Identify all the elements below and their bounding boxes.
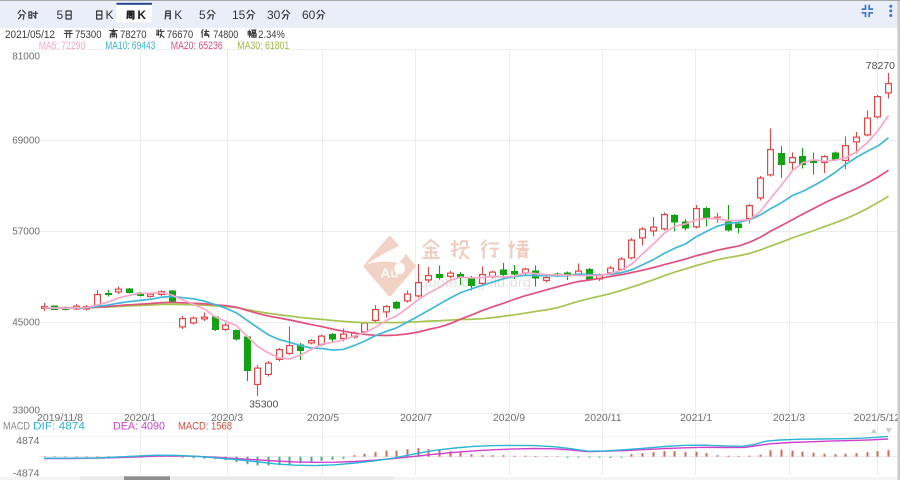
svg-text:35300: 35300	[249, 398, 278, 410]
svg-text:57000: 57000	[12, 227, 40, 238]
svg-text:2020/5: 2020/5	[307, 412, 339, 424]
svg-text:MA20: 65236: MA20: 65236	[171, 40, 223, 52]
svg-text:MA30: 61801: MA30: 61801	[237, 40, 289, 52]
svg-text:81000: 81000	[12, 52, 40, 63]
svg-text:5: 5	[57, 8, 64, 22]
svg-text:4874: 4874	[16, 435, 40, 447]
svg-text:2020/7: 2020/7	[400, 412, 432, 424]
svg-text:MA5: 72290: MA5: 72290	[39, 40, 86, 52]
svg-text:MACD: 1568: MACD: 1568	[178, 420, 232, 432]
svg-text:2021/05/12: 2021/05/12	[5, 29, 55, 41]
svg-text:2020/1: 2020/1	[124, 412, 156, 424]
svg-text:K: K	[174, 8, 182, 22]
svg-text:76670: 76670	[167, 29, 194, 41]
svg-text:78270: 78270	[866, 60, 895, 72]
svg-text:2020/11: 2020/11	[584, 412, 621, 424]
svg-text:15: 15	[232, 8, 246, 22]
svg-text:60: 60	[302, 8, 316, 22]
svg-text:2021/3: 2021/3	[773, 412, 805, 424]
svg-text:K: K	[137, 8, 146, 22]
svg-text:2019/11/8: 2019/11/8	[37, 412, 83, 424]
svg-text:69000: 69000	[12, 136, 40, 147]
svg-text:MACD: MACD	[3, 420, 30, 432]
svg-text:78270: 78270	[120, 29, 147, 41]
svg-text:2021/5/12: 2021/5/12	[854, 412, 900, 424]
svg-text:5: 5	[199, 8, 206, 22]
svg-text:K: K	[106, 8, 114, 22]
svg-text:Au: Au	[381, 266, 399, 281]
svg-text:30: 30	[267, 8, 281, 22]
svg-text:2020/3: 2020/3	[211, 412, 243, 424]
svg-text:MA10: 69443: MA10: 69443	[105, 40, 155, 52]
svg-text:-4874: -4874	[13, 467, 40, 479]
svg-text:2021/1: 2021/1	[680, 412, 712, 424]
svg-text:74800: 74800	[213, 29, 238, 41]
svg-text:2020/9: 2020/9	[493, 412, 525, 424]
svg-text:33000: 33000	[12, 406, 40, 417]
svg-text:75300: 75300	[75, 29, 102, 41]
svg-text:DIF: 4874: DIF: 4874	[33, 420, 85, 432]
svg-text:45000: 45000	[12, 318, 40, 329]
svg-text:2.34%: 2.34%	[258, 29, 285, 41]
svg-text:DEA: 4090: DEA: 4090	[113, 420, 165, 432]
